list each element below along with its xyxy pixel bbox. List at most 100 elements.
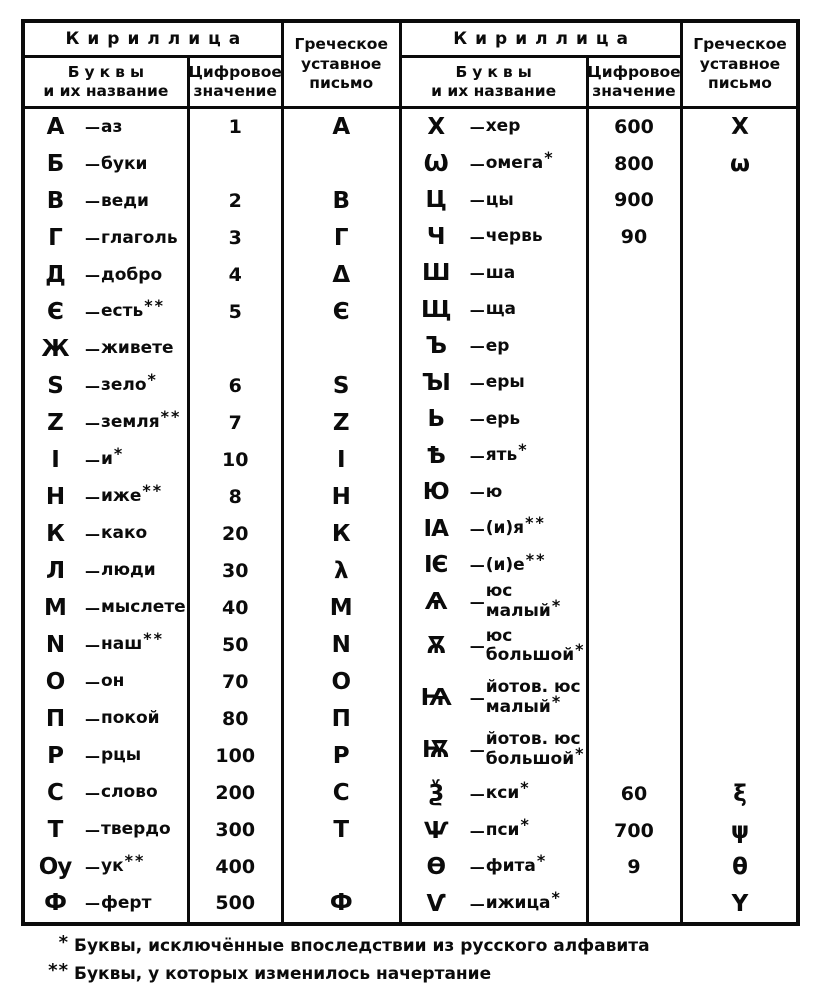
numeric-value-cell: 70	[186, 663, 281, 701]
letter-name-wrap: твердо	[101, 819, 172, 840]
dash: —	[85, 524, 100, 543]
cyrillic-letter: Ѳ	[426, 854, 446, 881]
letter-name: буки	[101, 153, 148, 174]
dash: —	[469, 337, 485, 356]
header-subrow: Буквы и их название Цифровое значение	[402, 58, 681, 106]
letter-name-wrap: како	[101, 523, 148, 544]
letter-name: и	[101, 449, 113, 470]
footnote-marks: *	[520, 778, 531, 798]
cyrillic-letter: Н	[45, 484, 65, 510]
letter-name: иже	[101, 486, 142, 507]
footnote-marks: **	[124, 850, 146, 870]
letter-name: аз	[101, 116, 123, 137]
cyrillic-letter: Ѕ	[47, 373, 64, 400]
letter-name: ук	[101, 855, 124, 876]
cyrillic-letter: Ж	[41, 336, 69, 363]
footnote-marks: *	[544, 148, 555, 167]
letter-and-name-cell: Л — люди	[25, 552, 187, 589]
letter-and-name-cell: Ж — живете	[25, 331, 187, 368]
dash: —	[469, 154, 485, 173]
numeric-value-cell	[585, 401, 680, 438]
dash: —	[85, 857, 100, 876]
letter-and-name-cell: Ѯ — кси*	[402, 776, 586, 813]
numeric-value-cell: 400	[186, 848, 281, 886]
header-cyrillic-group: Кириллица Буквы и их название Цифровое з…	[401, 23, 681, 106]
table-row: Ѩ — йотов. юс малый*	[402, 672, 798, 724]
letter-name: юс малый	[485, 581, 551, 621]
letter-and-name-cell: ІА — (и)я**	[402, 511, 586, 548]
footnote-marks: *	[518, 440, 529, 460]
table-right-half: Кириллица Буквы и их название Цифровое з…	[398, 23, 798, 922]
numeric-value-cell: 600	[585, 109, 680, 146]
letter-and-name-cell: ІЄ — (и)е**	[402, 547, 586, 584]
cyrillic-letter: Ц	[425, 187, 447, 214]
letter-name: кси	[485, 783, 520, 804]
greek-uncial-cell	[679, 723, 798, 776]
letter-and-name-cell: В — веди	[25, 183, 187, 220]
cyrillic-letter: Л	[45, 557, 65, 584]
letter-name: йотов. юс большой	[485, 729, 581, 769]
cyrillic-letter: Оу	[38, 853, 73, 880]
letter-and-name-cell: Є — есть**	[25, 294, 187, 331]
greek-uncial-cell: І	[280, 441, 399, 479]
greek-uncial-cell	[679, 255, 798, 292]
footnote-marks: **	[160, 407, 182, 427]
letter-name-wrap: веди	[101, 191, 150, 212]
footnote-marks: *	[551, 595, 563, 615]
letter-name-wrap: йотов. юс большой*	[486, 730, 586, 769]
footnote-marks: **	[142, 481, 164, 501]
table-row: Ц — цы 900	[402, 182, 798, 219]
letter-name-wrap: ук**	[101, 851, 145, 877]
cyrillic-letter: Ю	[422, 479, 450, 506]
letter-name-wrap: слово	[101, 782, 159, 803]
letter-and-name-cell: А — аз	[25, 109, 187, 146]
letter-name-wrap: есть**	[101, 297, 165, 322]
table-row: Ѫ — юс большой*	[402, 620, 798, 673]
cyrillic-letter: К	[46, 520, 65, 547]
numeric-value-cell	[585, 255, 680, 292]
letter-and-name-cell: Ѕ — зело*	[25, 368, 187, 405]
dash: —	[85, 820, 100, 839]
footnote-marks: **	[525, 513, 546, 533]
cyrillic-letter: Щ	[420, 296, 452, 323]
dash: —	[469, 300, 485, 319]
table-row: ЪІ — еры	[402, 364, 798, 402]
numeric-value-cell: 8	[186, 478, 281, 516]
cyrillic-letter: Ш	[422, 260, 450, 287]
numeric-value-cell: 50	[186, 626, 281, 664]
letter-name-wrap: иже**	[101, 482, 163, 507]
letter-name: наш	[101, 634, 143, 655]
numeric-value-cell	[585, 364, 680, 402]
cyrillic-letter: ІА	[423, 515, 449, 542]
letter-name-wrap: ять*	[486, 440, 529, 466]
table-row: ІЄ — (и)е**	[402, 547, 798, 584]
letter-name-wrap: еры	[486, 372, 526, 393]
dash: —	[85, 377, 100, 396]
numeric-value-cell	[585, 885, 680, 922]
table-rows-left: А — аз 1 А Б — буки В — веди 2 В Г — гла…	[25, 109, 399, 922]
letter-name: рцы	[101, 744, 142, 765]
table-row: В — веди 2 В	[25, 182, 399, 220]
table-row: Ѵ — ижица* Υ	[402, 885, 798, 922]
numeric-value-cell	[585, 583, 680, 621]
header-letters-line2: и их название	[43, 82, 169, 100]
cyrillic-letter: І	[51, 447, 60, 474]
letter-name: земля	[101, 412, 160, 433]
letter-name-wrap: зело*	[101, 371, 158, 396]
table-row: Ж — живете	[25, 330, 399, 368]
dash: —	[469, 227, 485, 246]
numeric-value-cell: 7	[186, 404, 281, 442]
greek-uncial-cell: Z	[280, 404, 399, 442]
cyrillic-letter: Ѯ	[428, 781, 444, 808]
letter-name: ша	[485, 262, 516, 283]
dash: —	[85, 894, 100, 913]
cyrillic-letter: Т	[47, 816, 64, 843]
dash: —	[85, 561, 100, 580]
letter-name-wrap: и*	[101, 445, 124, 470]
table-row: Ѳ — фита* 9 θ	[402, 848, 798, 886]
footnote-text: Буквы, у которых изменилось начертание	[74, 964, 492, 984]
numeric-value-cell: 10	[186, 441, 281, 479]
dash: —	[85, 155, 100, 174]
letter-name-wrap: живете	[101, 339, 175, 359]
dash: —	[85, 340, 100, 359]
